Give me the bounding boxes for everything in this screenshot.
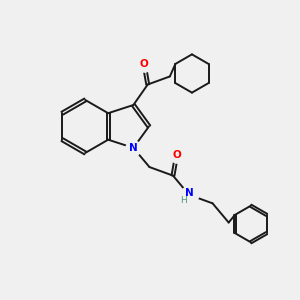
- Text: N: N: [185, 188, 194, 198]
- Text: O: O: [140, 59, 148, 69]
- Text: H: H: [180, 196, 187, 205]
- Text: N: N: [129, 143, 138, 153]
- Text: O: O: [172, 150, 181, 160]
